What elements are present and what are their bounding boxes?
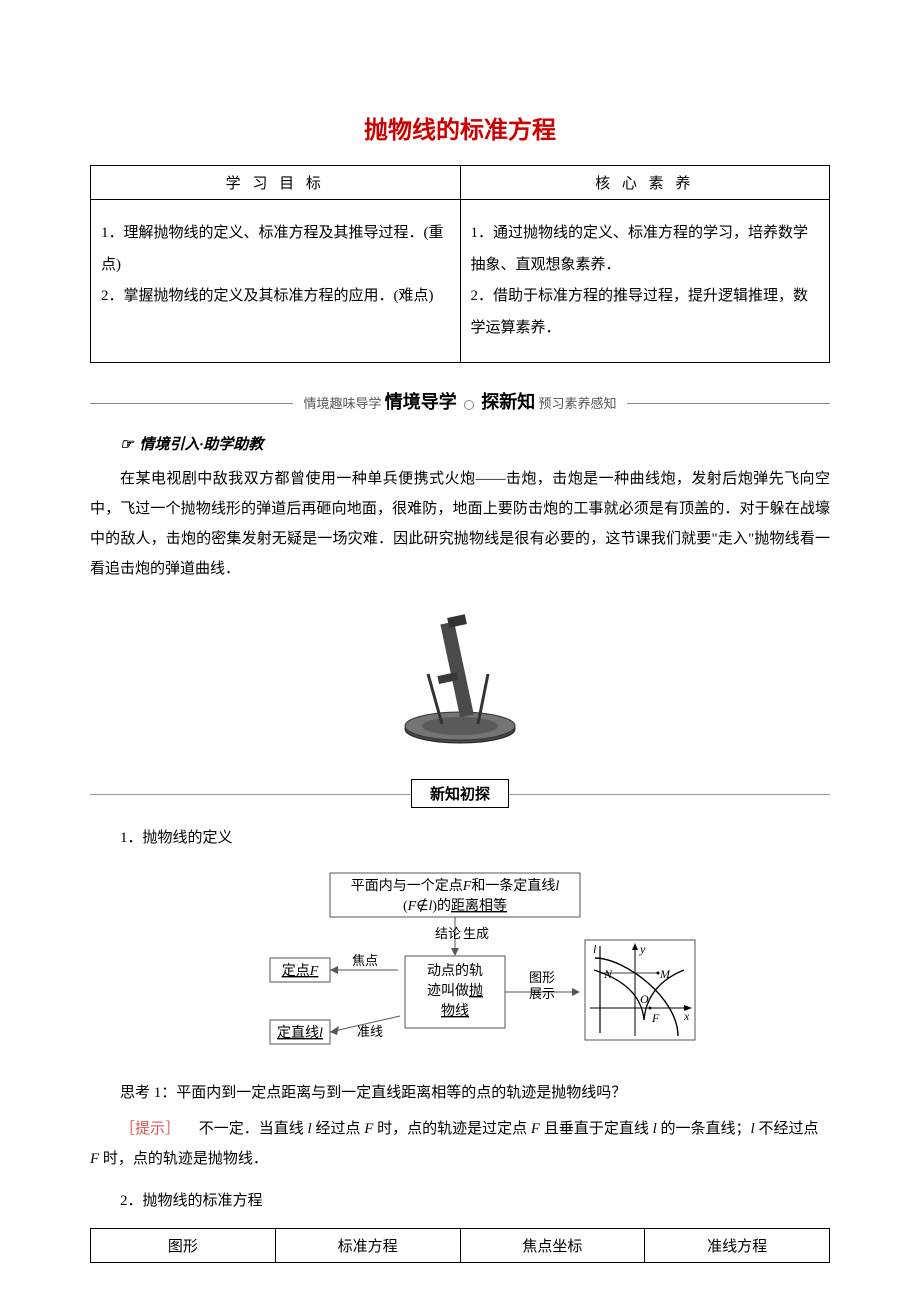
diagram-center2: 迹叫做抛 — [427, 983, 483, 999]
definition-diagram: 平面内与一个定点F和一条定直线l (F∉l)的距离相等 结论 生成 动点的轨 迹… — [90, 868, 830, 1063]
goals-left-line1: 1．理解抛物线的定义、标准方程及其推导过程．(重点) — [101, 218, 450, 281]
intro-heading: ☞ 情境引入·助学助教 — [120, 433, 830, 454]
graph-N: N — [603, 967, 613, 981]
intro-heading-text: 情境引入·助学助教 — [139, 437, 263, 453]
graph-y: y — [639, 942, 646, 956]
mortar-figure — [90, 604, 830, 759]
eq-header-figure: 图形 — [91, 1229, 276, 1263]
goals-right-line1: 1．通过抛物线的定义、标准方程的学习，培养数学抽象、直观想象素养． — [471, 218, 820, 281]
hint-label: ［提示］ — [120, 1121, 180, 1137]
diagram-right-lbl2: 展示 — [529, 986, 555, 1001]
banner-content: 情境趣味导学 情境导学 探新知 预习素养感知 — [293, 388, 626, 414]
diagram-left-bottom: 定直线l — [277, 1024, 323, 1041]
diagram-arrow-top: 结论 — [435, 926, 461, 941]
diagram-focus-label: 焦点 — [352, 953, 378, 968]
goals-left-line2: 2．掌握抛物线的定义及其标准方程的应用．(难点) — [101, 281, 450, 313]
goals-right-line2: 2．借助于标准方程的推导过程，提升逻辑推理，数学运算素养． — [471, 281, 820, 344]
diagram-directrix-label: 准线 — [357, 1024, 383, 1039]
goals-right-content: 1．通过抛物线的定义、标准方程的学习，培养数学抽象、直观想象素养． 2．借助于标… — [460, 200, 830, 363]
graph-x: x — [683, 1009, 690, 1023]
equations-label: 2．抛物线的标准方程 — [120, 1186, 830, 1216]
graph-O: O — [640, 992, 649, 1006]
graph-M: M — [659, 967, 671, 981]
banner-main-left: 情境导学 — [385, 392, 457, 412]
hint-text: 不一定．当直线 l 经过点 F 时，点的轨迹是过定点 F 且垂直于定直线 l 的… — [90, 1121, 818, 1167]
goals-header-right: 核 心 素 养 — [460, 166, 830, 200]
hand-icon: ☞ — [120, 437, 133, 453]
page-title: 抛物线的标准方程 — [90, 110, 830, 145]
section-banner: 情境趣味导学 情境导学 探新知 预习素养感知 — [90, 388, 830, 418]
eq-header-equation: 标准方程 — [275, 1229, 460, 1263]
diagram-top-line2: (F∉l)的距离相等 — [403, 897, 507, 914]
eq-header-focus: 焦点坐标 — [460, 1229, 645, 1263]
banner-main-right: 探新知 — [481, 392, 535, 412]
goals-left-content: 1．理解抛物线的定义、标准方程及其推导过程．(重点) 2．掌握抛物线的定义及其标… — [91, 200, 461, 363]
eq-header-directrix: 准线方程 — [645, 1229, 830, 1263]
diagram-svg: 平面内与一个定点F和一条定直线l (F∉l)的距离相等 结论 生成 动点的轨 迹… — [180, 868, 740, 1058]
goals-header-left: 学 习 目 标 — [91, 166, 461, 200]
equations-table: 图形 标准方程 焦点坐标 准线方程 — [90, 1228, 830, 1263]
banner-circle-icon — [464, 400, 474, 410]
banner-left-small: 情境趣味导学 — [303, 396, 381, 411]
diagram-top-line1: 平面内与一个定点F和一条定直线l — [351, 877, 560, 894]
diagram-center1: 动点的轨 — [427, 963, 483, 979]
thinking-hint: ［提示］ 不一定．当直线 l 经过点 F 时，点的轨迹是过定点 F 且垂直于定直… — [90, 1114, 830, 1174]
diagram-right-lbl1: 图形 — [529, 970, 555, 985]
banner-right-small: 预习素养感知 — [539, 396, 617, 411]
sub-section-banner: 新知初探 — [90, 779, 830, 808]
diagram-arrow-right-lbl: 生成 — [463, 926, 489, 941]
diagram-center3: 物线 — [441, 1003, 469, 1019]
goals-table: 学 习 目 标 核 心 素 养 1．理解抛物线的定义、标准方程及其推导过程．(重… — [90, 165, 830, 363]
thinking-question: 思考 1：平面内到一定点距离与到一定直线距离相等的点的轨迹是抛物线吗？ — [90, 1078, 830, 1108]
mortar-icon — [380, 604, 540, 754]
sub-banner-box: 新知初探 — [411, 779, 509, 808]
definition-label: 1．抛物线的定义 — [120, 823, 830, 853]
graph-F: F — [651, 1011, 660, 1025]
diagram-left-top: 定点F — [282, 963, 319, 979]
intro-paragraph: 在某电视剧中敌我双方都曾使用一种单兵便携式火炮——击炮，击炮是一种曲线炮，发射后… — [90, 464, 830, 584]
